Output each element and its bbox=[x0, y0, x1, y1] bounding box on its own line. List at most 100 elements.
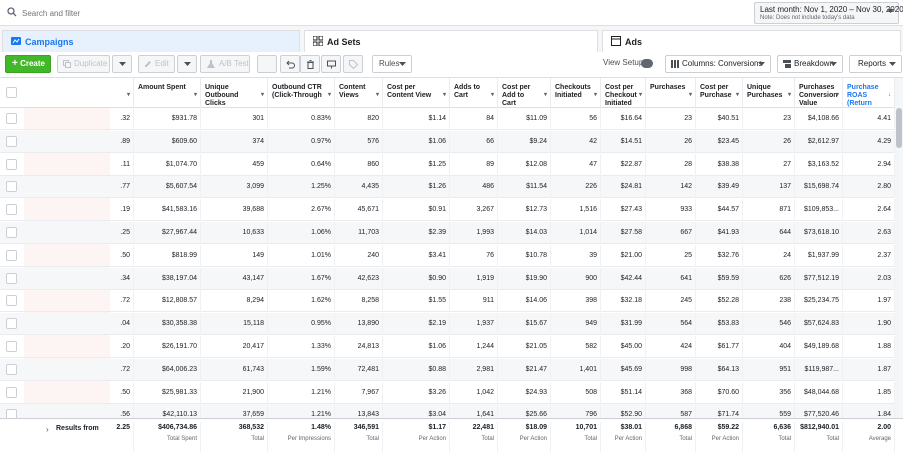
search-input[interactable] bbox=[22, 6, 622, 20]
breakdown-icon bbox=[783, 60, 791, 68]
table-cell: 37,659 bbox=[201, 404, 268, 418]
table-row[interactable]: .89 $609.60 374 0.97% 576 $1.06 66 $9.24 42 $14.5… bbox=[0, 130, 903, 153]
row-checkbox[interactable] bbox=[6, 409, 17, 418]
duplicate-dropdown[interactable] bbox=[112, 55, 132, 73]
table-row[interactable]: .11 $1,074.70 459 0.64% 860 $1.25 89 $12.08 47 $2… bbox=[0, 153, 903, 176]
tab-ads[interactable]: Ads bbox=[602, 30, 901, 52]
column-header[interactable]: Amount Spent ▾ bbox=[134, 78, 201, 108]
row-checkbox[interactable] bbox=[6, 341, 17, 352]
edit-dropdown[interactable] bbox=[177, 55, 197, 73]
column-header[interactable]: Purchase ROAS (Return ↓ bbox=[843, 78, 895, 108]
footer-cell: 1.48% Per Impressions bbox=[268, 422, 335, 452]
table-cell: 1.88 bbox=[843, 336, 895, 358]
table-cell: $24.93 bbox=[498, 381, 551, 404]
column-header[interactable]: Outbound CTR (Click-Through ▾ bbox=[268, 78, 335, 108]
table-cell: $40.51 bbox=[696, 108, 743, 130]
create-button[interactable]: + Create bbox=[5, 55, 51, 73]
edit-button[interactable]: Edit bbox=[138, 55, 175, 73]
tab-ad-sets[interactable]: Ad Sets bbox=[304, 30, 598, 52]
trash-button[interactable] bbox=[300, 55, 320, 73]
results-label: Results from bbox=[56, 425, 99, 432]
row-checkbox[interactable] bbox=[6, 386, 17, 398]
table-cell: $12.08 bbox=[498, 153, 551, 176]
table-row[interactable]: .50 $25,981.33 21,900 1.21% 7,967 $3.26 1,042 $… bbox=[0, 381, 903, 404]
table-cell: 0.97% bbox=[268, 130, 335, 153]
sort-caret-icon: ▾ bbox=[638, 92, 642, 98]
table-cell: $71.74 bbox=[696, 404, 743, 418]
row-checkbox[interactable] bbox=[6, 363, 17, 375]
table-cell: $11.09 bbox=[498, 108, 551, 130]
table-cell: 2.03 bbox=[843, 267, 895, 290]
vertical-scrollbar[interactable] bbox=[895, 78, 903, 418]
table-row[interactable]: .34 $38,197.04 43,147 1.67% 42,623 $0.90 1,919… bbox=[0, 267, 903, 290]
campaign-folder-icon bbox=[11, 37, 21, 45]
table-row[interactable]: .19 $41,583.16 39,688 2.67% 45,671 $0.91 3,267… bbox=[0, 199, 903, 222]
column-header[interactable]: ▾ bbox=[110, 78, 134, 108]
table-cell: $1.55 bbox=[383, 290, 450, 313]
column-header[interactable]: Cost per Purchase ▾ bbox=[696, 78, 743, 108]
table-cell: 301 bbox=[201, 108, 268, 130]
sort-caret-icon: ▾ bbox=[735, 92, 739, 98]
breakdown-button[interactable]: Breakdown bbox=[777, 55, 843, 73]
row-checkbox[interactable] bbox=[6, 249, 17, 261]
row-checkbox[interactable] bbox=[6, 318, 17, 330]
table-row[interactable]: .04 $30,358.38 15,118 0.95% 13,890 $2.19 1,937… bbox=[0, 313, 903, 336]
table-cell: 508 bbox=[551, 381, 601, 404]
column-header[interactable]: Cost per Checkout Initiated ▾ bbox=[601, 78, 646, 108]
column-header[interactable]: Cost per Add to Cart ▾ bbox=[498, 78, 551, 108]
ab-test-button[interactable]: A/B Test bbox=[200, 55, 250, 73]
row-checkbox[interactable] bbox=[6, 295, 17, 307]
preview-button[interactable] bbox=[321, 55, 341, 73]
table-cell: $2.19 bbox=[383, 313, 450, 336]
chevron-right-icon[interactable]: › bbox=[46, 425, 49, 434]
table-row[interactable]: .72 $64,006.23 61,743 1.59% 72,481 $0.88 2,981… bbox=[0, 358, 903, 381]
row-checkbox[interactable] bbox=[6, 272, 17, 284]
row-checkbox[interactable] bbox=[6, 113, 17, 124]
undo-button[interactable] bbox=[280, 55, 300, 73]
date-range-picker[interactable]: Last month: Nov 1, 2020 – Nov 30, 2020 N… bbox=[754, 2, 903, 24]
table-row[interactable]: .50 $818.99 149 1.01% 240 $3.41 76 $10.78 39 $21.… bbox=[0, 244, 903, 267]
column-header[interactable]: Content Views ▾ bbox=[335, 78, 383, 108]
table-cell: $11.54 bbox=[498, 176, 551, 199]
duplicate-button[interactable]: Duplicate bbox=[57, 55, 110, 73]
table-cell: 28 bbox=[646, 153, 696, 176]
row-checkbox[interactable] bbox=[6, 158, 17, 170]
table-cell: 459 bbox=[201, 153, 268, 176]
table-row[interactable]: .72 $12,808.57 8,294 1.62% 8,258 $1.55 911 $14.… bbox=[0, 290, 903, 313]
table-row[interactable]: .20 $26,191.70 20,417 1.33% 24,813 $1.06 1,244… bbox=[0, 336, 903, 358]
row-checkbox[interactable] bbox=[6, 135, 17, 147]
row-checkbox[interactable] bbox=[6, 181, 17, 193]
table-row[interactable]: .25 $27,967.44 10,633 1.06% 11,703 $2.39 1,993… bbox=[0, 222, 903, 244]
row-checkbox[interactable] bbox=[6, 227, 17, 238]
view-setup-toggle[interactable] bbox=[641, 59, 653, 68]
column-header[interactable]: Purchases ▾ bbox=[646, 78, 696, 108]
row-checkbox[interactable] bbox=[6, 204, 17, 216]
delete-button[interactable] bbox=[257, 55, 277, 73]
scrollbar-thumb[interactable] bbox=[896, 108, 902, 148]
date-range-note: Note: Does not include today's data bbox=[760, 15, 855, 21]
tag-button[interactable] bbox=[343, 55, 363, 73]
column-header[interactable]: Checkouts Initiated ▾ bbox=[551, 78, 601, 108]
column-header[interactable]: Unique Outbound Clicks ▾ bbox=[201, 78, 268, 108]
column-header[interactable]: Adds to Cart ▾ bbox=[450, 78, 498, 108]
footer-subtext: Total bbox=[251, 436, 264, 442]
table-cell: 42,623 bbox=[335, 267, 383, 290]
rules-button[interactable]: Rules bbox=[372, 55, 412, 73]
table-cell: $61.77 bbox=[696, 336, 743, 358]
column-header[interactable]: Purchases Conversion Value ▾ bbox=[795, 78, 843, 108]
table-row[interactable]: .77 $5,607.54 3,099 1.25% 4,435 $1.26 486 $11.5… bbox=[0, 176, 903, 199]
reports-button[interactable]: Reports bbox=[849, 55, 902, 73]
breakdown-label: Breakdown bbox=[794, 59, 835, 68]
table-cell: $1,937.99 bbox=[795, 244, 843, 267]
duplicate-label: Duplicate bbox=[74, 59, 108, 68]
table-cell: 998 bbox=[646, 358, 696, 381]
table-row[interactable]: .56 $42,110.13 37,659 1.21% 13,843 $3.04 1,641… bbox=[0, 404, 903, 418]
table-cell: 1,993 bbox=[450, 222, 498, 244]
column-header[interactable]: Cost per Content View ▾ bbox=[383, 78, 450, 108]
column-header[interactable]: Unique Purchases ▾ bbox=[743, 78, 795, 108]
tab-campaigns[interactable]: Campaigns bbox=[2, 30, 300, 52]
table-row[interactable]: .32 $931.78 301 0.83% 820 $1.14 84 $11.09 56 $16.… bbox=[0, 108, 903, 130]
columns-button[interactable]: Columns: Conversions bbox=[665, 55, 771, 73]
table-cell: 860 bbox=[335, 153, 383, 176]
select-all-checkbox[interactable] bbox=[6, 87, 17, 98]
